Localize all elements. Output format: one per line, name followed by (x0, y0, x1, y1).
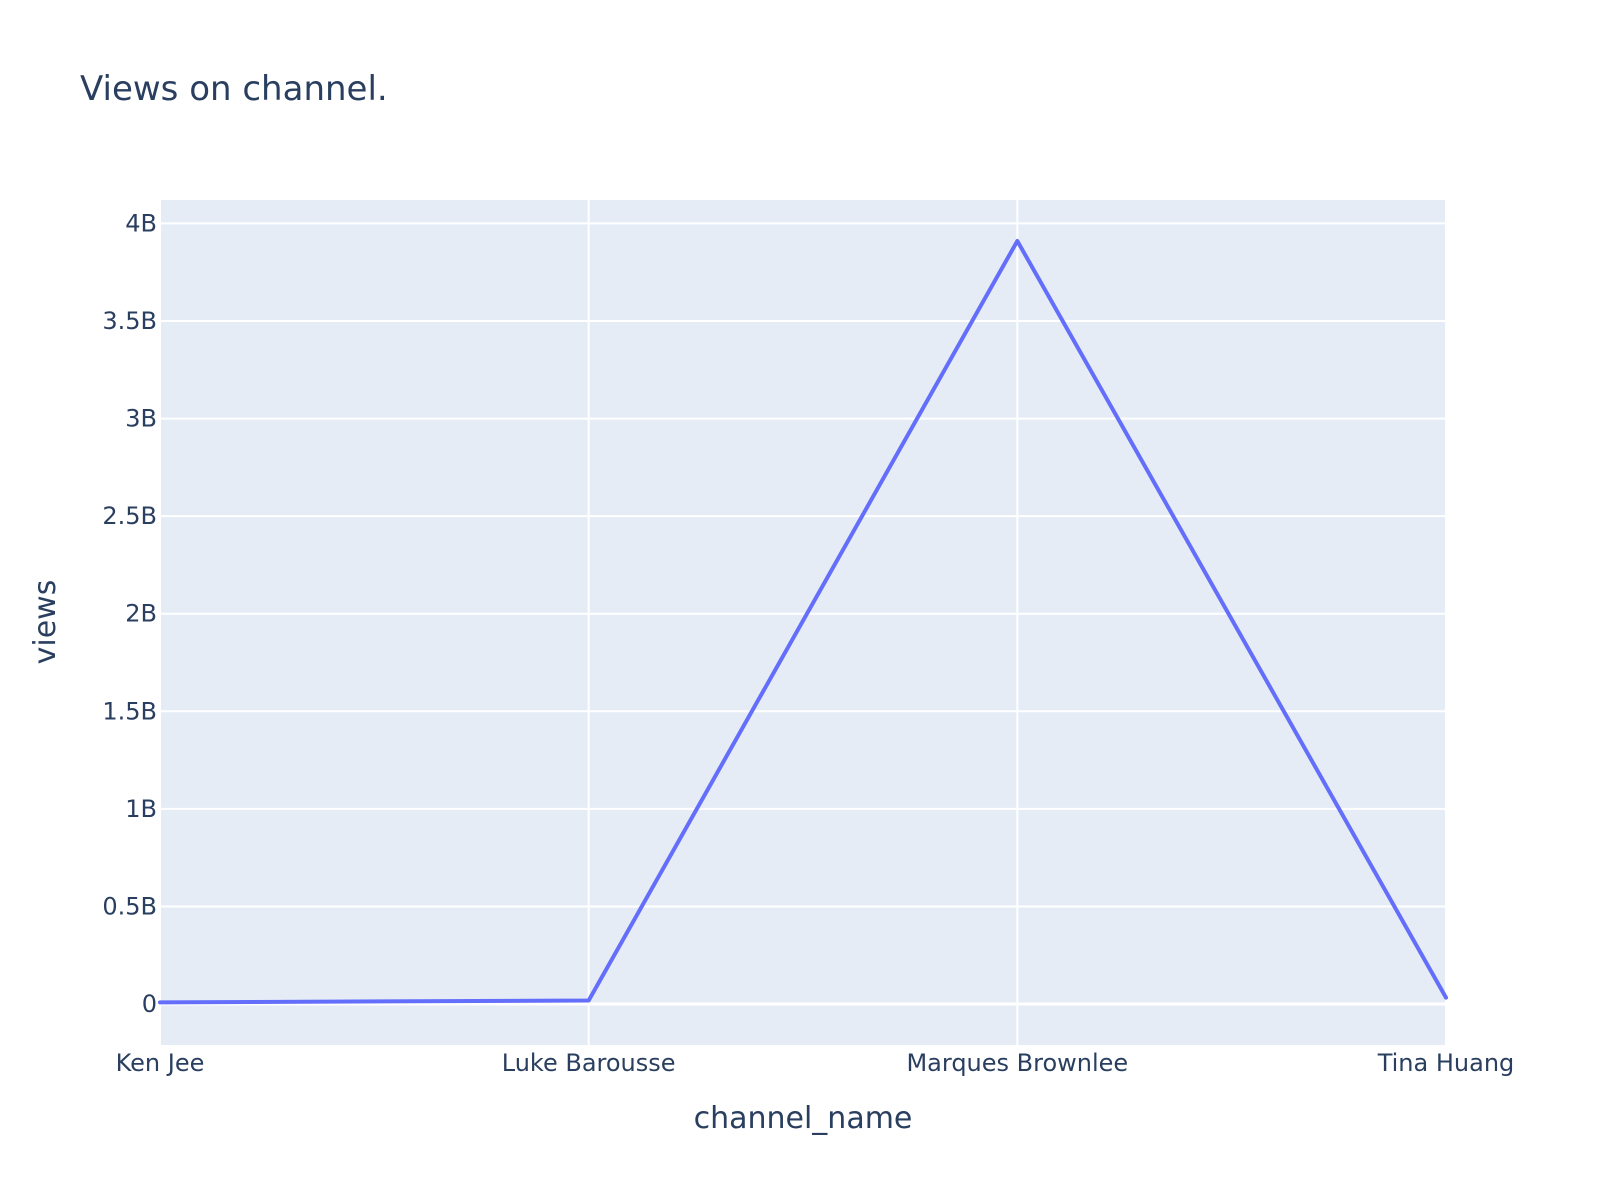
y-tick-label: 0 (142, 990, 157, 1018)
y-axis-title: views (28, 580, 63, 665)
x-tick-label: Tina Huang (1377, 1049, 1515, 1077)
y-tick-label: 3.5B (102, 307, 157, 335)
series-layer (158, 238, 1448, 1005)
y-tick-label: 1.5B (102, 697, 157, 725)
y-tick-label: 2.5B (102, 502, 157, 530)
y-tick-label: 3B (125, 405, 157, 433)
y-tick-label: 4B (125, 209, 157, 237)
chart-title: Views on channel. (80, 69, 388, 109)
series-line (158, 238, 1448, 1005)
x-tick-label: Marques Brownlee (906, 1049, 1128, 1077)
x-tick-label: Ken Jee (116, 1049, 205, 1077)
y-axis-ticks: 0 0.5B 1B 1.5B 2B 2.5B 3B 3.5B 4B (102, 209, 157, 1018)
x-axis-title: channel_name (694, 1101, 913, 1136)
x-tick-label: Luke Barousse (502, 1049, 676, 1077)
y-tick-label: 1B (125, 795, 157, 823)
y-tick-label: 2B (125, 600, 157, 628)
grid-lines (159, 200, 1447, 1045)
x-axis-ticks: Ken Jee Luke Barousse Marques Brownlee Tina… (116, 1049, 1515, 1077)
y-tick-label: 0.5B (102, 892, 157, 920)
